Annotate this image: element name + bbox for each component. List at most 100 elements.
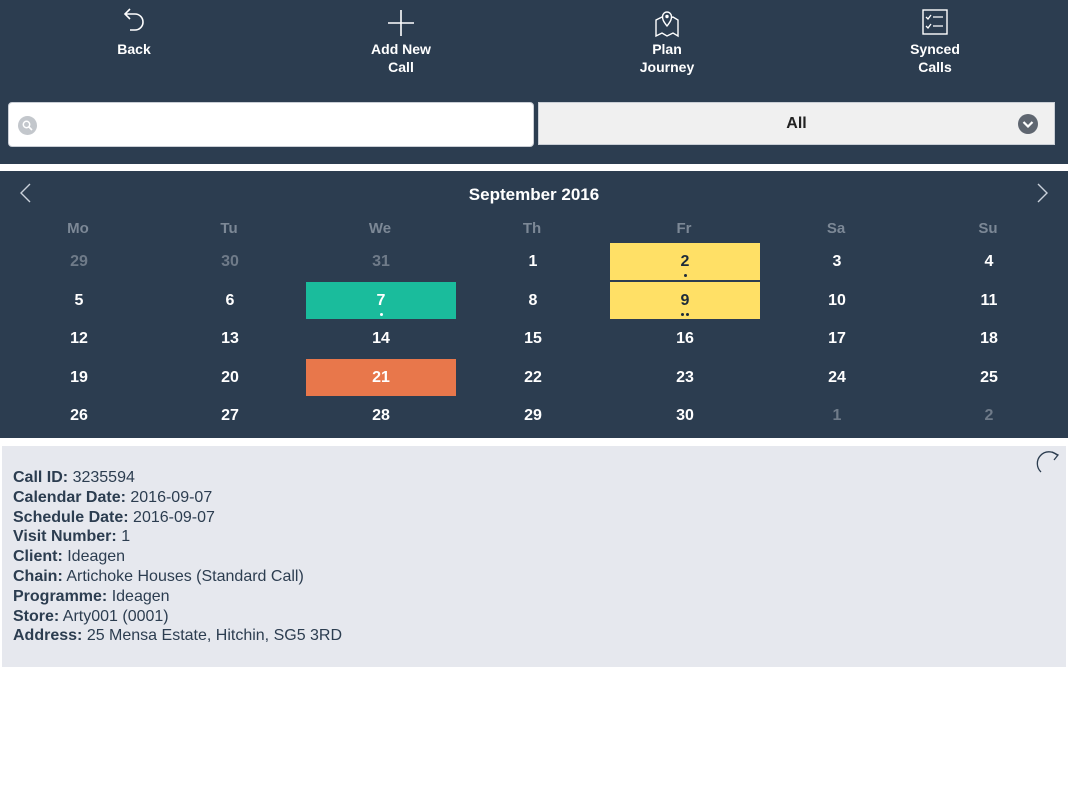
calendar-day[interactable]: 7 bbox=[306, 282, 456, 319]
weekday-label: Fr bbox=[676, 220, 692, 237]
day-number: 8 bbox=[528, 292, 538, 309]
day-number: 2 bbox=[680, 253, 690, 270]
calendar-day[interactable]: 31 bbox=[306, 243, 456, 280]
calendar-day[interactable]: 19 bbox=[4, 359, 154, 396]
calendar-day[interactable]: 2 bbox=[914, 397, 1064, 434]
detail-value: Artichoke Houses (Standard Call) bbox=[66, 567, 304, 585]
event-dots bbox=[306, 313, 456, 317]
calendar-day[interactable]: 2 bbox=[610, 243, 760, 280]
weekday-label: Tu bbox=[220, 220, 238, 237]
detail-key: Client: bbox=[13, 548, 63, 566]
top-panel: Back Add New Call Plan Journey Synced Ca… bbox=[0, 0, 1068, 164]
detail-row: Call ID: 3235594 bbox=[13, 468, 342, 488]
day-number: 28 bbox=[372, 407, 390, 424]
calendar-day[interactable]: 15 bbox=[458, 320, 608, 357]
calendar-day[interactable]: 28 bbox=[306, 397, 456, 434]
calendar-day[interactable]: 23 bbox=[610, 359, 760, 396]
weekday-label: Sa bbox=[826, 220, 846, 237]
calendar-day[interactable]: 24 bbox=[762, 359, 912, 396]
day-number: 6 bbox=[225, 292, 235, 309]
detail-key: Programme: bbox=[13, 587, 108, 605]
detail-key: Schedule Date: bbox=[13, 508, 129, 526]
day-number: 26 bbox=[70, 407, 88, 424]
day-number: 22 bbox=[524, 369, 542, 386]
calendar-day[interactable]: 30 bbox=[610, 397, 760, 434]
add-new-call-label: Add New Call bbox=[371, 41, 431, 75]
search-box[interactable] bbox=[8, 102, 534, 147]
detail-value: Ideagen bbox=[111, 587, 170, 605]
month-title: September 2016 bbox=[468, 185, 600, 204]
calendar-day[interactable]: 29 bbox=[458, 397, 608, 434]
calendar-day[interactable]: 1 bbox=[762, 397, 912, 434]
calendar-day[interactable]: 10 bbox=[762, 282, 912, 319]
previous-month-button[interactable] bbox=[14, 181, 38, 205]
synced-calls-button[interactable]: Synced Calls bbox=[865, 0, 1005, 90]
detail-row: Programme: Ideagen bbox=[13, 587, 342, 607]
calendar-day[interactable]: 13 bbox=[155, 320, 305, 357]
detail-row: Client: Ideagen bbox=[13, 547, 342, 567]
event-dot bbox=[686, 313, 689, 316]
day-number: 7 bbox=[376, 292, 386, 309]
detail-value: 25 Mensa Estate, Hitchin, SG5 3RD bbox=[86, 627, 343, 645]
filter-selected-value: All bbox=[786, 115, 807, 132]
event-dot bbox=[683, 274, 687, 277]
calendar-day[interactable]: 27 bbox=[155, 397, 305, 434]
detail-value: Arty001 (0001) bbox=[62, 607, 169, 625]
calendar-day[interactable]: 30 bbox=[155, 243, 305, 280]
weekday-label: Th bbox=[522, 220, 542, 237]
calendar-day[interactable]: 6 bbox=[155, 282, 305, 319]
calendar-day[interactable]: 17 bbox=[762, 320, 912, 357]
day-number: 17 bbox=[828, 330, 846, 347]
calendar-day[interactable]: 4 bbox=[914, 243, 1064, 280]
back-button[interactable]: Back bbox=[64, 0, 204, 90]
calendar-day[interactable]: 14 bbox=[306, 320, 456, 357]
event-dots bbox=[610, 274, 760, 278]
detail-row: Visit Number: 1 bbox=[13, 527, 342, 547]
day-number: 20 bbox=[221, 369, 239, 386]
day-number: 1 bbox=[832, 407, 842, 424]
day-number: 4 bbox=[984, 253, 994, 270]
calendar-day[interactable]: 22 bbox=[458, 359, 608, 396]
calendar-day[interactable]: 26 bbox=[4, 397, 154, 434]
day-number: 5 bbox=[74, 292, 84, 309]
calendar-day[interactable]: 16 bbox=[610, 320, 760, 357]
day-number: 21 bbox=[372, 369, 390, 386]
day-number: 30 bbox=[221, 253, 239, 270]
plan-journey-button[interactable]: Plan Journey bbox=[597, 0, 737, 90]
calendar-day[interactable]: 20 bbox=[155, 359, 305, 396]
detail-value: 2016-09-07 bbox=[130, 488, 213, 506]
calendar: September 2016 Mo Tu We Th Fr Sa Su 29 30 31 1 2 3 4… bbox=[0, 171, 1068, 438]
detail-value: 2016-09-07 bbox=[133, 508, 215, 526]
calendar-day[interactable]: 8 bbox=[458, 282, 608, 319]
chevron-down-icon bbox=[1018, 114, 1038, 134]
calendar-day[interactable]: 5 bbox=[4, 282, 154, 319]
add-new-call-button[interactable]: Add New Call bbox=[331, 0, 471, 90]
search-input[interactable] bbox=[47, 109, 525, 141]
detail-row: Chain: Artichoke Houses (Standard Call) bbox=[13, 567, 342, 587]
calendar-day[interactable]: 21 bbox=[306, 359, 456, 396]
refresh-icon[interactable] bbox=[1036, 448, 1064, 474]
toolbar: Back Add New Call Plan Journey Synced Ca… bbox=[0, 0, 1068, 90]
day-number: 29 bbox=[70, 253, 88, 270]
calendar-day[interactable]: 25 bbox=[914, 359, 1064, 396]
day-number: 25 bbox=[980, 369, 998, 386]
day-number: 11 bbox=[980, 292, 998, 309]
calendar-day[interactable]: 29 bbox=[4, 243, 154, 280]
day-number: 23 bbox=[676, 369, 694, 386]
filter-dropdown[interactable]: All bbox=[538, 102, 1055, 145]
plus-icon bbox=[388, 10, 414, 36]
detail-value: Ideagen bbox=[67, 548, 126, 566]
day-number: 16 bbox=[676, 330, 694, 347]
next-month-button[interactable] bbox=[1030, 181, 1054, 205]
calendar-day[interactable]: 9 bbox=[610, 282, 760, 319]
calendar-day[interactable]: 3 bbox=[762, 243, 912, 280]
day-number: 1 bbox=[528, 253, 538, 270]
back-label: Back bbox=[117, 41, 151, 57]
calendar-day[interactable]: 18 bbox=[914, 320, 1064, 357]
calendar-day[interactable]: 12 bbox=[4, 320, 154, 357]
detail-row: Schedule Date: 2016-09-07 bbox=[13, 508, 342, 528]
undo-arrow-icon bbox=[123, 8, 144, 31]
calendar-day[interactable]: 1 bbox=[458, 243, 608, 280]
calendar-day[interactable]: 11 bbox=[914, 282, 1064, 319]
chevron-right-icon bbox=[1037, 183, 1048, 203]
